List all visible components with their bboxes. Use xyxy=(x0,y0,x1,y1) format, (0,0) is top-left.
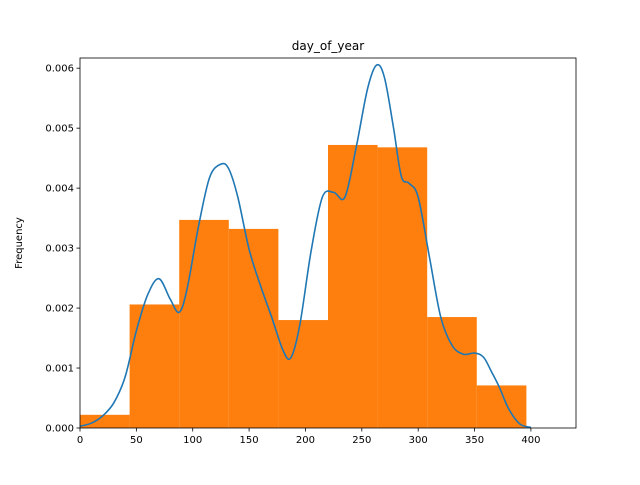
x-axis-ticks: 0 50 100 150 200 250 300 350 400 xyxy=(77,428,540,446)
y-tick-label-5: 0.005 xyxy=(45,124,74,135)
histogram-bar-5 xyxy=(278,320,328,428)
x-tick-label-6: 300 xyxy=(409,435,428,446)
y-axis-ticks: 0.000 0.001 0.002 0.003 0.004 0.005 0.006 xyxy=(45,64,80,435)
x-tick-label-0: 0 xyxy=(77,435,83,446)
y-tick-label-1: 0.001 xyxy=(45,364,74,375)
histogram-bar-3 xyxy=(179,219,229,428)
plot-frame xyxy=(79,57,577,429)
density-curve-line xyxy=(79,63,532,429)
histogram-bars xyxy=(80,144,527,429)
x-tick-label-5: 250 xyxy=(352,435,371,446)
histogram-bar-7 xyxy=(377,147,428,429)
histogram-bar-1 xyxy=(80,414,130,428)
y-tick-label-2: 0.002 xyxy=(45,304,74,315)
histogram-bar-4 xyxy=(228,228,279,428)
x-tick-label-2: 100 xyxy=(183,435,202,446)
y-tick-label-6: 0.006 xyxy=(45,64,74,75)
histogram-bar-2 xyxy=(129,304,180,428)
histogram-bar-8 xyxy=(427,317,477,428)
y-tick-label-4: 0.004 xyxy=(45,184,74,195)
y-tick-label-3: 0.003 xyxy=(45,244,74,255)
x-tick-label-8: 400 xyxy=(521,435,540,446)
x-tick-label-4: 200 xyxy=(296,435,315,446)
chart-title: day_of_year xyxy=(292,39,364,53)
x-tick-label-7: 350 xyxy=(465,435,484,446)
y-axis-label: Frequency xyxy=(14,217,25,269)
histogram-bar-6 xyxy=(328,144,378,428)
x-tick-label-3: 150 xyxy=(240,435,259,446)
x-tick-label-1: 50 xyxy=(130,435,143,446)
y-tick-label-0: 0.000 xyxy=(45,424,74,435)
